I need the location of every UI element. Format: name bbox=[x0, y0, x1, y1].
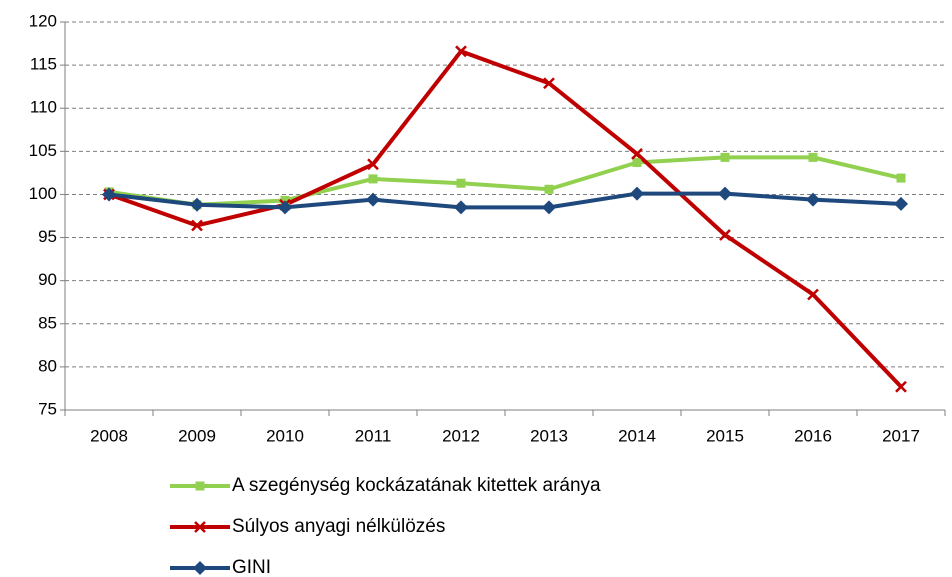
data-point bbox=[366, 192, 380, 207]
x-tick-label: 2010 bbox=[266, 426, 304, 445]
data-point bbox=[894, 196, 908, 211]
legend-marker bbox=[193, 561, 207, 575]
y-tick-label: 85 bbox=[38, 313, 57, 332]
y-tick-label: 120 bbox=[29, 11, 57, 30]
legend-label: A szegénység kockázatának kitettek arány… bbox=[232, 475, 601, 496]
x-tick-label: 2012 bbox=[442, 426, 480, 445]
data-point bbox=[543, 77, 555, 90]
data-point bbox=[632, 158, 642, 168]
data-point bbox=[190, 197, 204, 212]
y-tick-label: 105 bbox=[29, 141, 57, 160]
y-tick-label: 115 bbox=[30, 55, 57, 74]
data-point bbox=[367, 158, 379, 171]
x-tick-label: 2016 bbox=[794, 426, 832, 445]
data-point bbox=[542, 200, 556, 215]
x-tick-label: 2008 bbox=[90, 426, 128, 445]
data-point bbox=[896, 173, 906, 183]
x-tick-label: 2015 bbox=[706, 426, 744, 445]
data-point bbox=[102, 187, 116, 202]
data-point bbox=[719, 229, 731, 241]
x-tick-label: 2009 bbox=[178, 426, 216, 445]
data-point bbox=[191, 219, 203, 232]
data-point bbox=[720, 152, 730, 162]
data-point bbox=[631, 148, 643, 160]
x-tick-label: 2014 bbox=[618, 426, 656, 445]
legend-marker bbox=[195, 481, 205, 491]
data-point bbox=[895, 380, 907, 393]
x-tick-label: 2011 bbox=[355, 426, 392, 445]
y-tick-label: 110 bbox=[30, 98, 57, 117]
x-tick-label: 2013 bbox=[530, 426, 568, 445]
data-point bbox=[278, 200, 292, 215]
y-tick-label: 100 bbox=[29, 184, 57, 203]
data-point bbox=[454, 200, 468, 215]
data-point bbox=[630, 186, 644, 201]
series-line bbox=[108, 155, 902, 207]
data-point bbox=[806, 192, 820, 207]
data-point bbox=[368, 174, 378, 184]
data-point bbox=[807, 288, 819, 301]
y-tick-label: 75 bbox=[38, 399, 57, 418]
data-point bbox=[456, 178, 466, 188]
legend-label: GINI bbox=[232, 557, 271, 577]
series-line bbox=[108, 191, 902, 210]
legend-marker bbox=[194, 521, 206, 533]
series-line bbox=[108, 49, 903, 389]
data-point bbox=[544, 184, 554, 194]
x-tick-label: 2017 bbox=[882, 426, 920, 445]
y-tick-label: 95 bbox=[38, 227, 57, 246]
data-point bbox=[455, 45, 467, 58]
data-point bbox=[808, 152, 818, 162]
legend-label: Súlyos anyagi nélkülözés bbox=[232, 516, 445, 537]
y-tick-label: 80 bbox=[38, 356, 57, 375]
y-tick-label: 90 bbox=[38, 270, 57, 289]
data-point bbox=[718, 186, 732, 201]
